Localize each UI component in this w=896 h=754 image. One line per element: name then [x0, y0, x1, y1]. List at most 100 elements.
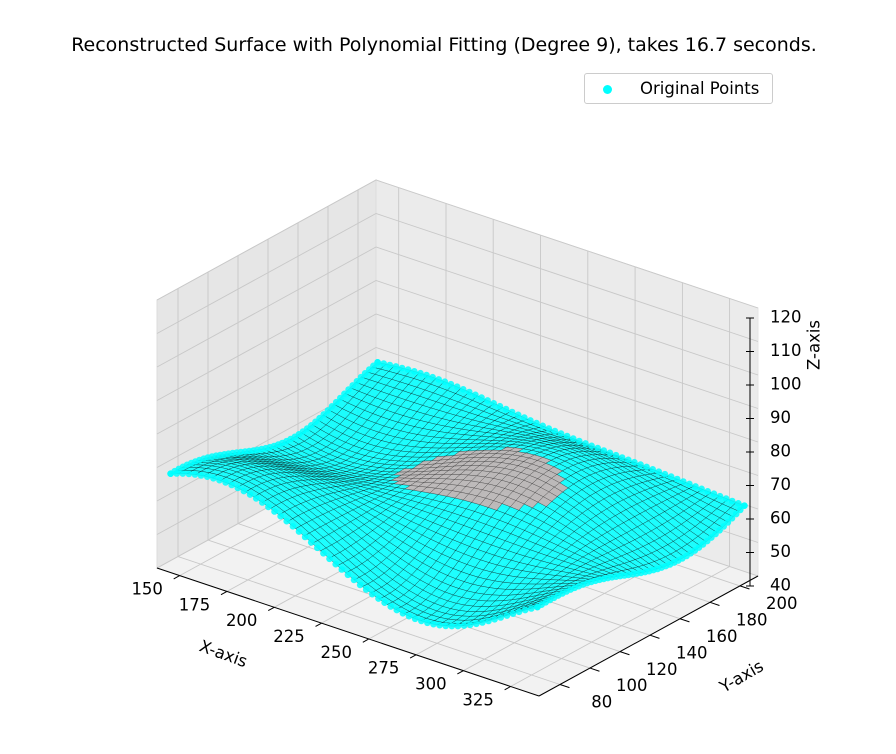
scatter-point [448, 622, 456, 630]
scatter-point [588, 442, 595, 450]
scatter-point [423, 371, 430, 379]
y-tick-label: 140 [676, 643, 708, 662]
x-tick [173, 575, 180, 580]
x-tick [315, 622, 322, 627]
scatter-point [722, 495, 730, 502]
scatter-point [197, 472, 205, 479]
scatter-point [655, 468, 663, 476]
scatter-point [387, 603, 395, 610]
scatter-point [341, 390, 348, 398]
scatter-point [369, 590, 376, 598]
scatter-point [252, 495, 260, 502]
scatter-point [576, 437, 583, 445]
scatter-point [728, 515, 736, 522]
scatter-point [503, 612, 511, 619]
scatter-point [643, 463, 650, 471]
y-tick-label: 160 [706, 627, 738, 646]
hole-cell [536, 457, 552, 464]
scatter-point [533, 419, 540, 427]
y-tick-label: 80 [591, 693, 612, 712]
scatter-point [179, 470, 187, 477]
grid-line-z [156, 179, 759, 309]
scatter-point [324, 407, 332, 414]
x-tick [220, 591, 228, 596]
scatter-point [349, 382, 357, 389]
hole-cell [537, 496, 553, 507]
scatter-point [737, 506, 744, 514]
scatter-point [345, 386, 352, 393]
scatter-point [386, 361, 394, 369]
scatter-point [210, 475, 217, 482]
hole-cell [509, 500, 525, 511]
x-tick-label: 300 [415, 675, 447, 694]
scatter-point [191, 471, 199, 478]
y-tick-label: 180 [736, 611, 768, 630]
scatter-point [374, 359, 381, 366]
legend-marker-original-points [603, 85, 612, 94]
y-axis-label: Y-axis [716, 656, 767, 697]
y-tick [559, 684, 570, 689]
scatter-point [222, 479, 229, 486]
z-tick-label: 80 [770, 442, 791, 461]
hole-cell [523, 497, 539, 509]
scatter-point [569, 435, 577, 442]
x-tick-label: 150 [131, 579, 163, 598]
scatter-point [673, 475, 681, 483]
y-tick [709, 601, 720, 606]
scatter-point [698, 485, 705, 493]
scatter-point [545, 425, 553, 432]
scatter-point [606, 449, 614, 457]
scatter-point [514, 411, 522, 419]
z-tick-label: 90 [770, 408, 791, 427]
scatter-point [625, 456, 632, 464]
scatter-point [527, 417, 534, 424]
scatter-point [283, 517, 291, 525]
scatter-point [361, 370, 369, 377]
x-tick-label: 250 [321, 643, 353, 662]
scatter-point [320, 411, 328, 418]
scatter-point [720, 523, 727, 530]
scatter-point [405, 612, 413, 620]
scatter-point [216, 476, 223, 484]
scatter-point [259, 499, 266, 506]
scatter-point [442, 622, 450, 630]
scatter-point [398, 364, 406, 372]
scatter-point [686, 480, 693, 488]
scatter-point [265, 503, 272, 511]
z-tick-label: 100 [770, 375, 802, 394]
scatter-point [246, 491, 254, 498]
x-tick [457, 670, 464, 675]
z-tick-label: 50 [770, 542, 791, 561]
x-tick-label: 225 [273, 627, 305, 646]
scatter-point [637, 461, 644, 468]
scatter-point [716, 527, 723, 534]
scatter-point [314, 544, 321, 552]
z-tick-label: 70 [770, 475, 791, 494]
x-axis-label: X-axis [197, 636, 250, 671]
y-tick-label: 120 [646, 660, 678, 679]
scatter-point [289, 523, 297, 530]
scatter-point [204, 473, 211, 481]
scatter-point [563, 432, 571, 440]
scatter-point [582, 440, 589, 447]
scatter-point [710, 490, 718, 498]
scatter-point [466, 621, 474, 629]
scatter-point [328, 403, 336, 410]
scatter-point [735, 500, 742, 507]
scatter-point [411, 368, 418, 375]
scatter-point [228, 481, 235, 489]
scatter-point [680, 478, 687, 485]
scatter-point [692, 483, 699, 490]
chart-title: Reconstructed Surface with Polynomial Fi… [71, 34, 817, 56]
scatter-point [508, 408, 516, 416]
scatter-point [357, 373, 365, 381]
y-tick [619, 651, 630, 656]
scatter-point [539, 422, 546, 430]
scatter-point [612, 451, 620, 459]
hole-cell [553, 482, 569, 493]
scatter-point [417, 369, 424, 377]
legend: Original Points [584, 73, 773, 104]
scatter-point [307, 539, 315, 546]
